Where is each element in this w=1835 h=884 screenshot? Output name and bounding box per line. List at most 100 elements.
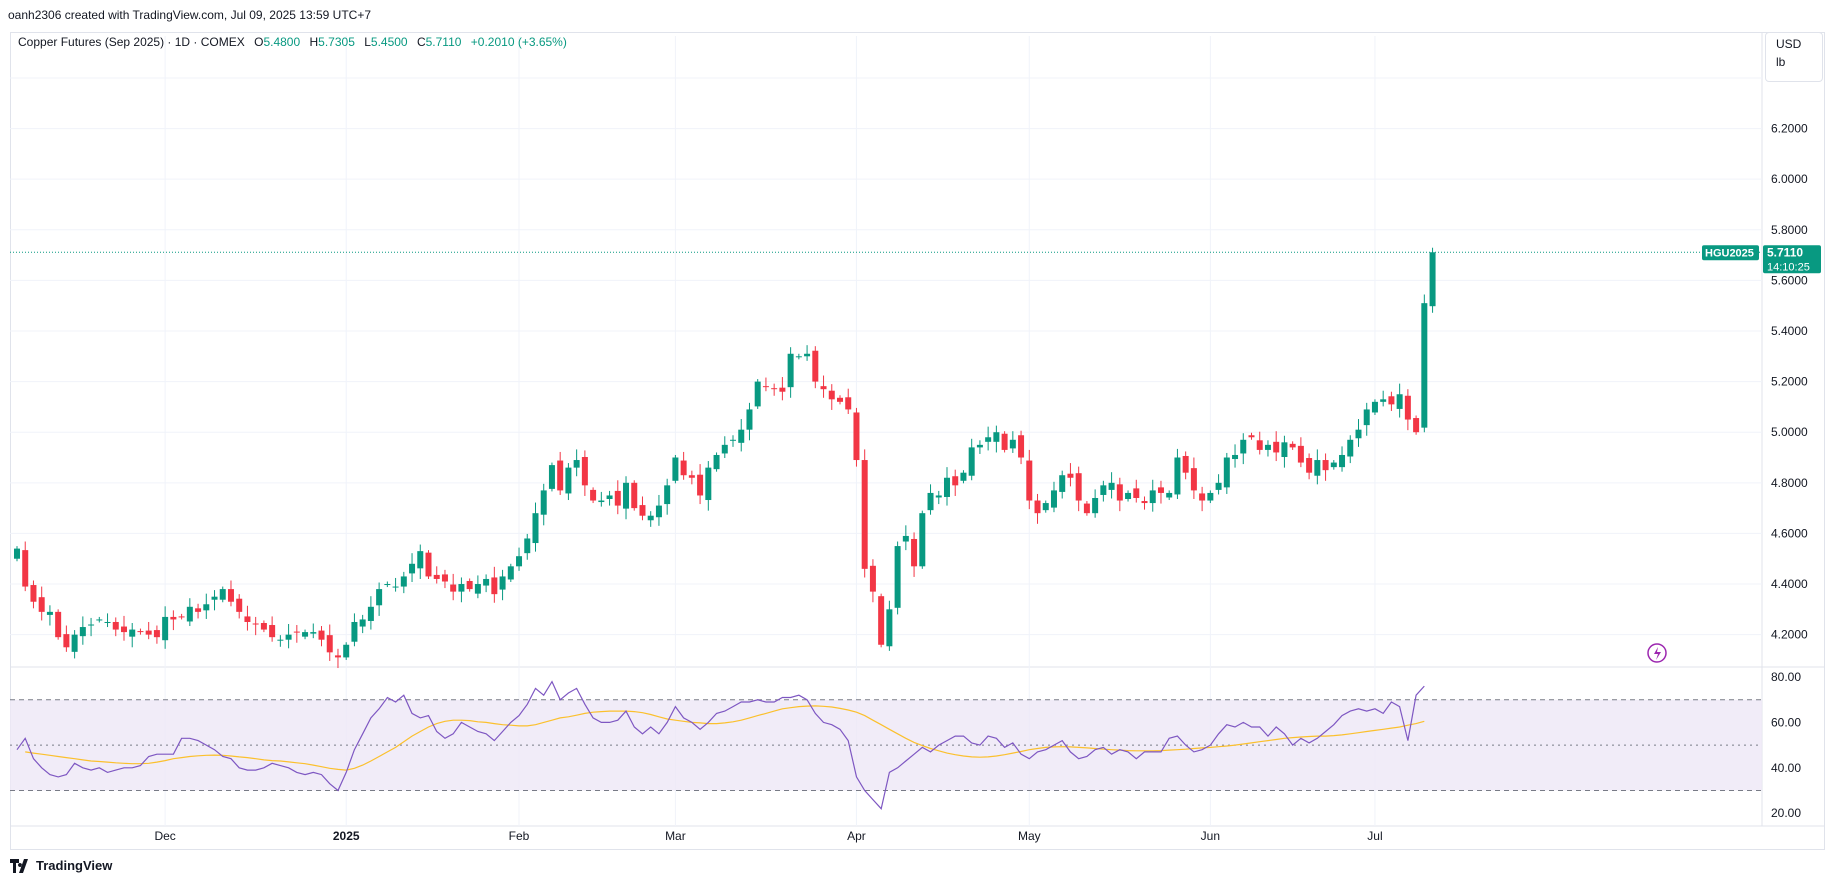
- candle-body[interactable]: [186, 606, 193, 622]
- candle-body[interactable]: [1108, 482, 1115, 490]
- candle-body[interactable]: [376, 589, 383, 606]
- candle-body[interactable]: [795, 356, 802, 358]
- candle-body[interactable]: [38, 597, 45, 612]
- candle-body[interactable]: [326, 635, 333, 653]
- candle-body[interactable]: [400, 576, 407, 587]
- candle-body[interactable]: [359, 619, 366, 627]
- candle-body[interactable]: [688, 475, 695, 478]
- candle-body[interactable]: [1339, 454, 1346, 468]
- candle-body[interactable]: [1100, 485, 1107, 495]
- candle-body[interactable]: [828, 390, 835, 400]
- candle-body[interactable]: [672, 457, 679, 481]
- candle-body[interactable]: [334, 655, 341, 658]
- candle-body[interactable]: [1050, 490, 1057, 508]
- candle-body[interactable]: [499, 576, 506, 590]
- unit-label[interactable]: lb: [1776, 55, 1786, 69]
- candle-body[interactable]: [483, 578, 490, 586]
- candle-body[interactable]: [170, 616, 177, 620]
- candle-body[interactable]: [1166, 492, 1173, 498]
- candle-body[interactable]: [837, 397, 843, 402]
- candle-body[interactable]: [1141, 501, 1148, 504]
- candle-body[interactable]: [927, 492, 934, 511]
- candle-body[interactable]: [351, 621, 358, 642]
- candle-body[interactable]: [614, 490, 621, 506]
- candle-body[interactable]: [137, 631, 144, 633]
- candle-body[interactable]: [1380, 399, 1387, 402]
- candle-body[interactable]: [894, 546, 901, 608]
- candle-body[interactable]: [1388, 396, 1395, 405]
- candle-body[interactable]: [96, 619, 103, 621]
- lightning-icon[interactable]: [1647, 643, 1667, 663]
- candle-body[interactable]: [1429, 252, 1436, 307]
- candle-body[interactable]: [1149, 490, 1156, 504]
- candle-body[interactable]: [63, 634, 70, 648]
- candle-body[interactable]: [960, 472, 967, 481]
- candle-body[interactable]: [952, 476, 959, 486]
- tradingview-footer[interactable]: TradingView: [10, 858, 112, 873]
- candle-body[interactable]: [236, 598, 243, 612]
- candle-body[interactable]: [943, 477, 950, 497]
- candle-body[interactable]: [1157, 487, 1164, 493]
- candle-body[interactable]: [1116, 484, 1123, 501]
- candle-body[interactable]: [573, 460, 580, 468]
- candle-body[interactable]: [820, 386, 827, 390]
- candle-body[interactable]: [1174, 457, 1181, 495]
- candle-body[interactable]: [1190, 468, 1197, 491]
- candle-body[interactable]: [458, 584, 465, 592]
- candle-body[interactable]: [162, 616, 169, 641]
- candle-body[interactable]: [606, 495, 613, 500]
- candle-body[interactable]: [392, 586, 399, 588]
- candle-body[interactable]: [713, 454, 720, 470]
- candle-body[interactable]: [1396, 394, 1403, 409]
- candle-body[interactable]: [590, 489, 597, 501]
- candle-body[interactable]: [1256, 440, 1263, 450]
- candle-body[interactable]: [120, 626, 127, 633]
- candle-body[interactable]: [1059, 475, 1066, 492]
- candle-body[interactable]: [227, 589, 234, 602]
- candle-body[interactable]: [779, 387, 786, 392]
- candle-body[interactable]: [639, 505, 646, 516]
- candle-body[interactable]: [285, 634, 292, 640]
- candle-body[interactable]: [812, 350, 819, 382]
- candle-body[interactable]: [581, 457, 588, 486]
- candle-body[interactable]: [524, 538, 531, 554]
- candle-body[interactable]: [46, 611, 53, 615]
- candle-body[interactable]: [1067, 473, 1074, 478]
- candle-body[interactable]: [14, 548, 20, 559]
- candle-body[interactable]: [548, 465, 555, 489]
- candle-body[interactable]: [384, 584, 391, 586]
- candle-body[interactable]: [244, 616, 251, 622]
- candle-body[interactable]: [1207, 492, 1214, 501]
- candle-body[interactable]: [1199, 493, 1206, 501]
- candle-body[interactable]: [1371, 401, 1378, 413]
- candle-body[interactable]: [565, 467, 572, 494]
- candle-body[interactable]: [1314, 460, 1321, 476]
- candle-body[interactable]: [318, 630, 325, 640]
- candle-body[interactable]: [762, 386, 769, 388]
- candle-body[interactable]: [771, 388, 778, 390]
- candle-body[interactable]: [655, 505, 662, 518]
- candle-body[interactable]: [1042, 503, 1049, 511]
- candle-body[interactable]: [441, 574, 448, 582]
- candle-body[interactable]: [466, 580, 473, 590]
- candle-body[interactable]: [1297, 445, 1304, 463]
- candle-body[interactable]: [1133, 488, 1140, 498]
- candle-body[interactable]: [919, 513, 926, 567]
- candle-body[interactable]: [861, 460, 868, 569]
- symbol-title[interactable]: Copper Futures (Sep 2025) · 1D · COMEX: [18, 35, 245, 49]
- candle-body[interactable]: [425, 552, 432, 577]
- candle-body[interactable]: [754, 381, 761, 407]
- candle-body[interactable]: [129, 629, 136, 637]
- candle-body[interactable]: [968, 447, 975, 476]
- candle-body[interactable]: [417, 551, 424, 569]
- candle-body[interactable]: [540, 490, 547, 515]
- candle-body[interactable]: [310, 632, 317, 634]
- candle-body[interactable]: [22, 550, 29, 587]
- candle-body[interactable]: [145, 630, 152, 635]
- candle-body[interactable]: [195, 608, 202, 612]
- candle-body[interactable]: [1182, 455, 1189, 473]
- candle-body[interactable]: [647, 515, 654, 521]
- candle-body[interactable]: [1413, 418, 1420, 433]
- candle-body[interactable]: [1240, 439, 1247, 454]
- candle-body[interactable]: [631, 482, 638, 509]
